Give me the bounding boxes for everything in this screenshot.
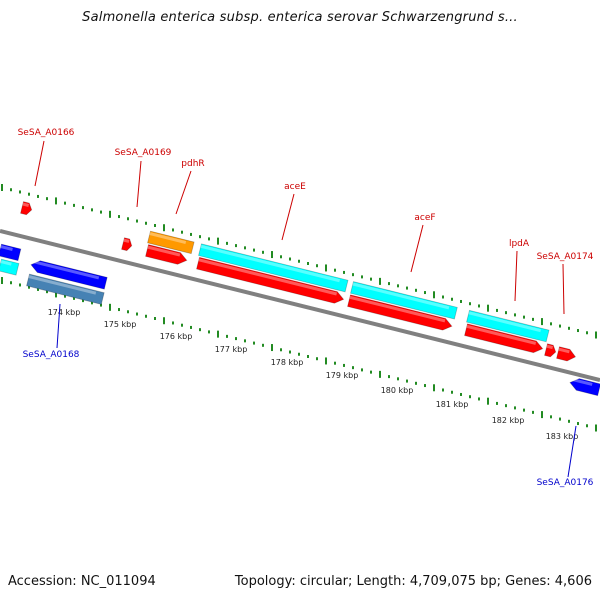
gene-SeSA_A0168-highlight (31, 259, 100, 280)
orf-SeSA_A0168-highlight (28, 275, 97, 295)
accession-label: Accession: NC_011094 (8, 574, 156, 589)
gene-pdhR-highlight (147, 245, 181, 257)
orf-aceE-highlight (200, 244, 340, 283)
orf-lpdA-highlight (468, 311, 542, 333)
gene-pdhR-shape[interactable] (145, 244, 189, 267)
ruler-label: 176 kbp (160, 332, 193, 341)
gene-pdhR[interactable] (145, 244, 189, 267)
gene-SeSA_A0169-highlight (123, 238, 130, 243)
orf-left-cyan-highlight (0, 260, 12, 266)
ruler-label: 174 kbp (48, 308, 81, 317)
leader-line-SeSA_A0176 (567, 425, 577, 478)
upper-gc-track (1, 183, 597, 339)
gene-SeSA_A0166-highlight (22, 202, 30, 207)
ruler-label: 183 kbp (546, 432, 579, 441)
gene-aceF-highlight (349, 295, 446, 323)
orf-left-cyan[interactable] (0, 258, 20, 276)
gene-lpdA[interactable] (464, 323, 545, 355)
gene-aceF[interactable] (347, 294, 454, 332)
orf-SeSA_A0168-shape[interactable] (26, 273, 105, 305)
gene-SeSA_A0166[interactable] (20, 201, 34, 216)
leader-line-lpdA (514, 250, 518, 302)
leader-line-aceE (281, 193, 295, 241)
orf-aceF-shape[interactable] (350, 281, 458, 320)
ruler-label: 175 kbp (104, 320, 137, 329)
leader-line-SeSA_A0169 (136, 160, 142, 208)
gene-label-SeSA_A0168[interactable]: SeSA_A0168 (23, 350, 80, 360)
gene-lpdA-shape[interactable] (464, 323, 545, 355)
gene-SeSA_A0176[interactable] (569, 377, 600, 397)
gene-SeSA_A0176-shape[interactable] (569, 377, 600, 397)
orf-aceE-shape[interactable] (198, 243, 349, 293)
gene-SeSA_A0174-highlight (558, 347, 570, 354)
gene-SeSA_A0168-shape[interactable] (30, 259, 108, 290)
gene-SeSA_A0169-shape[interactable] (121, 237, 134, 252)
gene-label-SeSA_A0166[interactable]: SeSA_A0166 (18, 128, 75, 138)
gene-aceF-shape[interactable] (347, 294, 454, 332)
ruler-label: 177 kbp (215, 345, 248, 354)
leader-line-pdhR (175, 170, 192, 215)
topology-summary: Topology: circular; Length: 4,709,075 bp… (234, 574, 592, 589)
lower-gc-track (1, 276, 597, 432)
orf-orange-highlight (149, 232, 187, 244)
orf-aceF[interactable] (350, 281, 458, 320)
gene-label-SeSA_A0176[interactable]: SeSA_A0176 (537, 478, 594, 488)
leader-line-SeSA_A0168 (56, 303, 61, 349)
gene-left-blue-shape[interactable] (0, 243, 22, 262)
gene-SeSA_A0174-shape[interactable] (556, 346, 577, 363)
gene-SeSA_A0176-highlight (570, 377, 593, 386)
feature-track (0, 201, 600, 397)
ruler-label: 179 kbp (326, 371, 359, 380)
map-title: Salmonella enterica subsp. enterica sero… (82, 10, 518, 25)
gene-aceE[interactable] (196, 256, 345, 305)
orf-aceE[interactable] (198, 243, 349, 293)
ruler-labels: 174 kbp 175 kbp 176 kbp 177 kbp 178 kbp 179 k… (48, 308, 579, 441)
gene-small-arrow[interactable] (544, 343, 558, 358)
genome-backbone (0, 229, 600, 382)
ruler-label: 178 kbp (271, 358, 304, 367)
gene-aceE-shape[interactable] (196, 256, 345, 305)
gene-small-arrow-highlight (546, 344, 554, 350)
gene-label-aceE[interactable]: aceE (284, 182, 306, 192)
gene-label-SeSA_A0174[interactable]: SeSA_A0174 (537, 252, 594, 262)
leader-line-SeSA_A0174 (562, 263, 565, 315)
ruler-label: 180 kbp (381, 386, 414, 395)
gene-SeSA_A0174[interactable] (556, 346, 577, 363)
gene-left-blue-highlight (0, 245, 13, 251)
ruler-label: 182 kbp (492, 416, 525, 425)
orf-aceF-highlight (352, 282, 450, 310)
gene-SeSA_A0168[interactable] (30, 259, 108, 290)
orf-lpdA-shape[interactable] (466, 309, 550, 343)
ruler-label: 181 kbp (436, 400, 469, 409)
orf-SeSA_A0168[interactable] (26, 273, 105, 305)
orf-orange-shape[interactable] (147, 230, 195, 255)
gene-left-blue[interactable] (0, 243, 22, 262)
gene-SeSA_A0169[interactable] (121, 237, 134, 252)
gene-label-lpdA[interactable]: lpdA (509, 239, 530, 249)
gene-label-aceF[interactable]: aceF (414, 213, 435, 223)
orf-orange[interactable] (147, 230, 195, 255)
gene-lpdA-highlight (466, 324, 537, 345)
orf-lpdA[interactable] (466, 309, 550, 343)
gene-small-arrow-shape[interactable] (544, 343, 558, 358)
orf-left-cyan-shape[interactable] (0, 258, 20, 276)
gene-aceE-highlight (198, 258, 338, 296)
gene-label-SeSA_A0169[interactable]: SeSA_A0169 (115, 148, 172, 158)
leader-line-SeSA_A0166 (34, 140, 45, 187)
gene-label-pdhR[interactable]: pdhR (181, 159, 204, 169)
leader-line-aceF (410, 224, 424, 273)
gene-labels: SeSA_A0166 SeSA_A0169 pdhR aceE aceF lpdA SeSA… (18, 128, 594, 488)
gene-SeSA_A0166-shape[interactable] (20, 201, 34, 216)
